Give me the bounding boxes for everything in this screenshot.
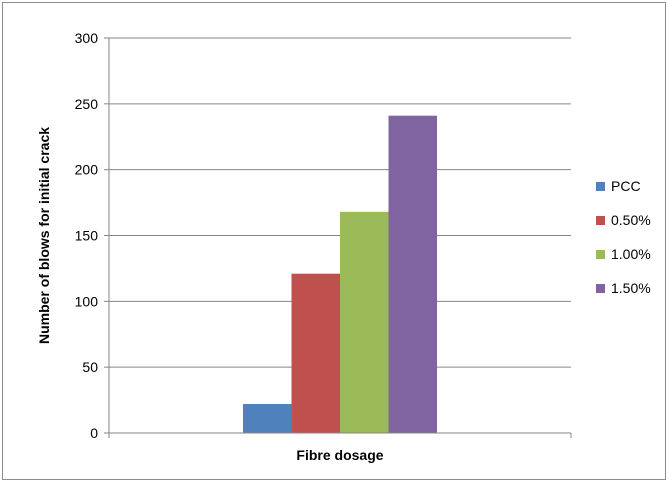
legend-swatch-1-50 — [596, 284, 605, 293]
y-tick-label: 200 — [75, 162, 99, 178]
x-axis-title: Fibre dosage — [296, 447, 383, 463]
y-tick-label: 300 — [75, 30, 99, 46]
legend-label-1-00: 1.00% — [611, 246, 651, 262]
y-tick-label: 50 — [82, 359, 98, 375]
legend-layer: PCC 0.50% 1.00% 1.50% — [596, 178, 651, 296]
y-axis-title: Number of blows for initial crack — [36, 127, 52, 344]
bar-pcc — [242, 404, 292, 433]
chart-frame: 0 50 100 150 200 250 300 PCC 0.50% 1.00% 1.50% Fi… — [2, 2, 666, 480]
y-tick-label: 150 — [75, 228, 99, 244]
legend-label-0-50: 0.50% — [611, 212, 651, 228]
axis-layer: 0 50 100 150 200 250 300 — [75, 30, 572, 441]
bar-1-50 — [388, 115, 438, 433]
y-tick-label: 250 — [75, 96, 99, 112]
bar-chart: 0 50 100 150 200 250 300 PCC 0.50% 1.00% 1.50% Fi… — [36, 30, 651, 463]
bars-layer — [242, 115, 438, 433]
bar-1-00 — [340, 211, 389, 433]
legend-label-1-50: 1.50% — [611, 280, 651, 296]
y-tick-label: 0 — [90, 425, 98, 441]
legend-swatch-0-50 — [596, 216, 605, 225]
legend-label-pcc: PCC — [611, 178, 641, 194]
y-tick-label: 100 — [75, 293, 99, 309]
bar-0-50 — [291, 273, 340, 433]
legend-swatch-1-00 — [596, 250, 605, 259]
legend-swatch-pcc — [596, 182, 605, 191]
